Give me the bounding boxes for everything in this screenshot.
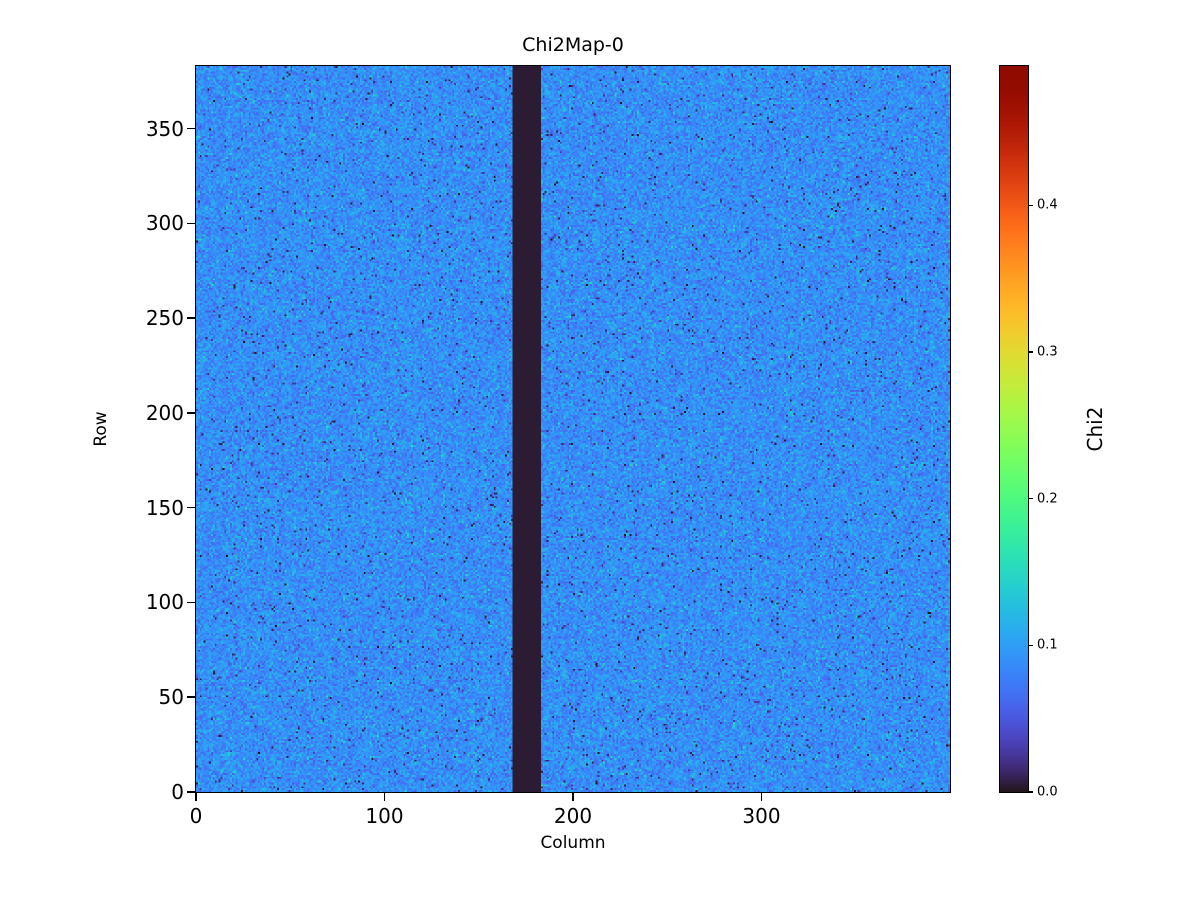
y-tick-mark: [187, 222, 195, 225]
y-tick-mark: [187, 601, 195, 604]
y-tick-mark: [187, 506, 195, 509]
colorbar-tick-mark: [1029, 351, 1033, 353]
colorbar-tick-label: 0.2: [1037, 491, 1058, 507]
colorbar-tick-mark: [1029, 498, 1033, 500]
y-tick-mark: [187, 412, 195, 414]
y-tick-label: 50: [158, 685, 184, 710]
y-tick-label: 250: [145, 306, 184, 331]
chart-title: Chi2Map-0: [522, 34, 624, 56]
y-tick-mark: [187, 127, 195, 130]
x-tick-label: 200: [553, 804, 593, 828]
colorbar-tick-label: 0.3: [1037, 344, 1058, 360]
colorbar-tick-label: 0.1: [1037, 637, 1058, 653]
heatmap-canvas: [196, 66, 950, 792]
y-tick-label: 200: [145, 400, 184, 425]
y-tick-label: 150: [145, 495, 184, 520]
x-tick-label: 0: [189, 804, 203, 828]
x-tick-label: 300: [742, 804, 781, 828]
x-tick-mark: [760, 793, 763, 801]
y-tick-mark: [187, 696, 195, 698]
colorbar-tick-label: 0.0: [1037, 784, 1058, 800]
y-tick-label: 100: [145, 590, 184, 615]
colorbar-tick-mark: [1029, 204, 1033, 206]
x-tick-mark: [195, 793, 197, 801]
colorbar-tick-mark: [1029, 791, 1033, 793]
y-tick-label: 0: [171, 780, 184, 804]
x-tick-mark: [383, 793, 386, 801]
x-axis-label: Column: [540, 833, 606, 853]
colorbar-label: Chi2: [1083, 406, 1107, 452]
y-tick-label: 300: [145, 211, 184, 236]
y-tick-mark: [187, 317, 195, 319]
x-tick-label: 100: [365, 804, 404, 828]
y-tick-label: 350: [145, 116, 184, 141]
colorbar-tick-label: 0.4: [1037, 197, 1058, 213]
y-tick-mark: [187, 791, 195, 793]
colorbar-tick-mark: [1029, 644, 1033, 646]
colorbar: [1000, 66, 1028, 792]
y-axis-label: Row: [91, 411, 111, 447]
x-tick-mark: [572, 793, 574, 801]
